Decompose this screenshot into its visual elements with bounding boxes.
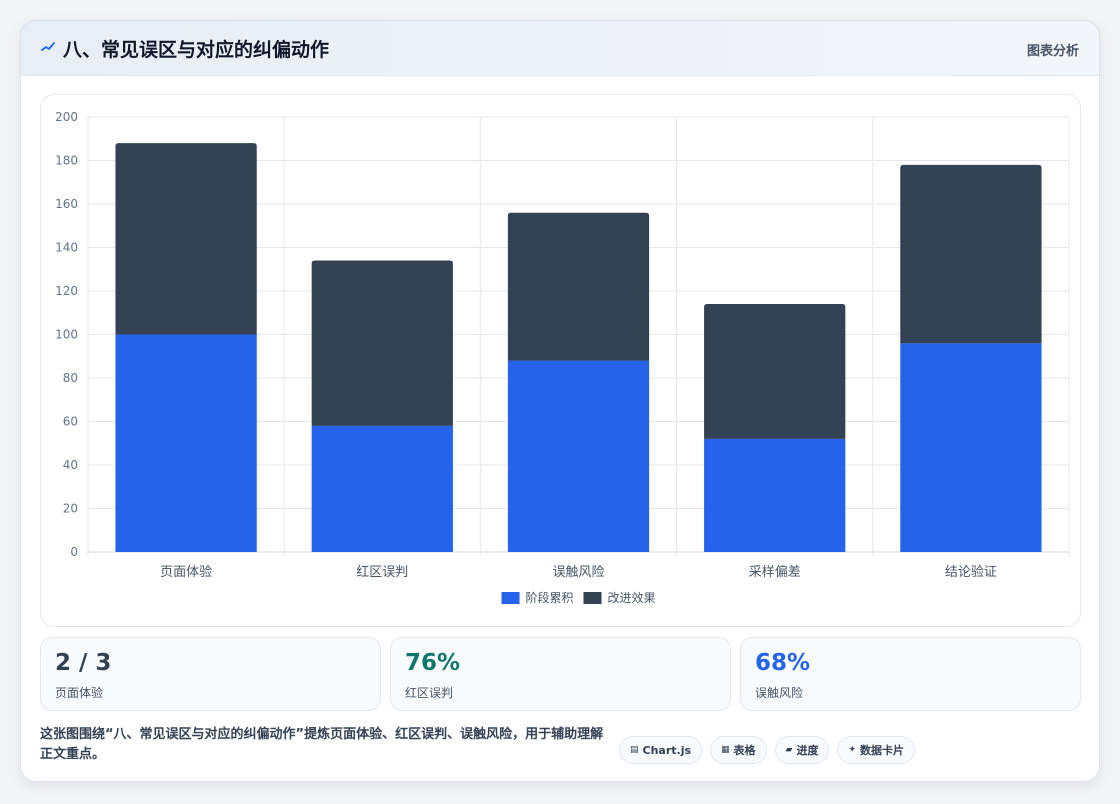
sparkline-icon (41, 42, 55, 51)
chip-label: 表格 (733, 744, 756, 757)
chip-label: Chart.js (642, 743, 692, 757)
y-tick-label: 60 (63, 415, 78, 429)
x-tick-label: 页面体验 (160, 564, 212, 580)
chip-label: 数据卡片 (860, 744, 905, 757)
stat-value: 76% (405, 650, 461, 676)
x-tick-label: 红区误判 (356, 564, 408, 580)
legend-swatch (583, 592, 602, 604)
stat-label: 红区误判 (405, 686, 454, 700)
bar-segment (900, 343, 1042, 552)
legend-label: 改进效果 (608, 590, 656, 605)
stat-card-1: 2 / 3 页面体验 (40, 637, 381, 711)
chart-icon: ▤ (630, 745, 639, 755)
legend-label: 阶段累积 (526, 590, 574, 605)
legend-swatch (501, 592, 520, 604)
bar-segment (900, 164, 1042, 344)
table-icon: ▦ (721, 745, 730, 755)
bar-segment (115, 143, 257, 335)
stat-label: 误触风险 (755, 686, 804, 700)
chart-card: 八、常见误区与对应的纠偏动作 图表分析 0 20 40 60 80 100 120 140 16… (20, 20, 1100, 782)
chip-table[interactable]: ▦ 表格 (710, 736, 767, 764)
bar-segment (311, 425, 453, 552)
y-tick-label: 180 (55, 154, 78, 168)
y-tick-label: 80 (63, 371, 78, 385)
bar-segment (704, 438, 846, 552)
page-title: 八、常见误区与对应的纠偏动作 (63, 39, 330, 61)
bar-segment (311, 260, 453, 426)
stat-card-2: 76% 红区误判 (390, 637, 731, 711)
stat-label: 页面体验 (55, 686, 104, 700)
bar-segment (115, 334, 257, 552)
y-tick-label: 40 (63, 458, 78, 472)
card-header: 八、常见误区与对应的纠偏动作 图表分析 (21, 21, 1099, 76)
x-tick-label: 结论验证 (945, 564, 997, 580)
y-tick-label: 100 (55, 328, 78, 342)
stacked-bar-chart: 0 20 40 60 80 100 120 140 160 180 200 页面体验 红区误判 误触风险 采… (55, 110, 1070, 605)
y-tick-label: 160 (55, 197, 78, 211)
y-tick-label: 0 (70, 545, 78, 559)
tech-chips: ▤ Chart.js ▦ 表格 ▰ 进度 ✦ 数据卡片 (619, 736, 916, 764)
y-tick-label: 20 (63, 502, 78, 516)
chip-label: 进度 (796, 744, 819, 757)
y-tick-label: 200 (55, 110, 78, 124)
folder-icon: ▰ (785, 745, 793, 755)
header-tag: 图表分析 (1026, 44, 1079, 59)
chip-data-card[interactable]: ✦ 数据卡片 (837, 736, 916, 764)
bar-segment (704, 304, 846, 439)
sparkle-icon: ✦ (848, 745, 857, 755)
bar-segment (507, 212, 650, 361)
y-tick-label: 120 (55, 284, 78, 298)
y-tick-label: 140 (55, 241, 78, 255)
x-tick-label: 误触风险 (552, 565, 604, 580)
chip-chartjs[interactable]: ▤ Chart.js (619, 736, 703, 764)
stat-card-3: 68% 误触风险 (740, 637, 1081, 711)
stat-value: 68% (755, 650, 811, 676)
x-tick-label: 采样偏差 (749, 565, 801, 580)
stat-value: 2 / 3 (55, 650, 112, 676)
chart-caption: 这张图围绕“八、常见误区与对应的纠偏动作”提炼页面体验、红区误判、误触风险，用于… (40, 727, 604, 762)
chip-progress[interactable]: ▰ 进度 (774, 736, 830, 764)
bar-segment (507, 360, 650, 552)
chart-panel: 0 20 40 60 80 100 120 140 160 180 200 页面体验 红区误判 误触风险 采… (40, 94, 1081, 627)
